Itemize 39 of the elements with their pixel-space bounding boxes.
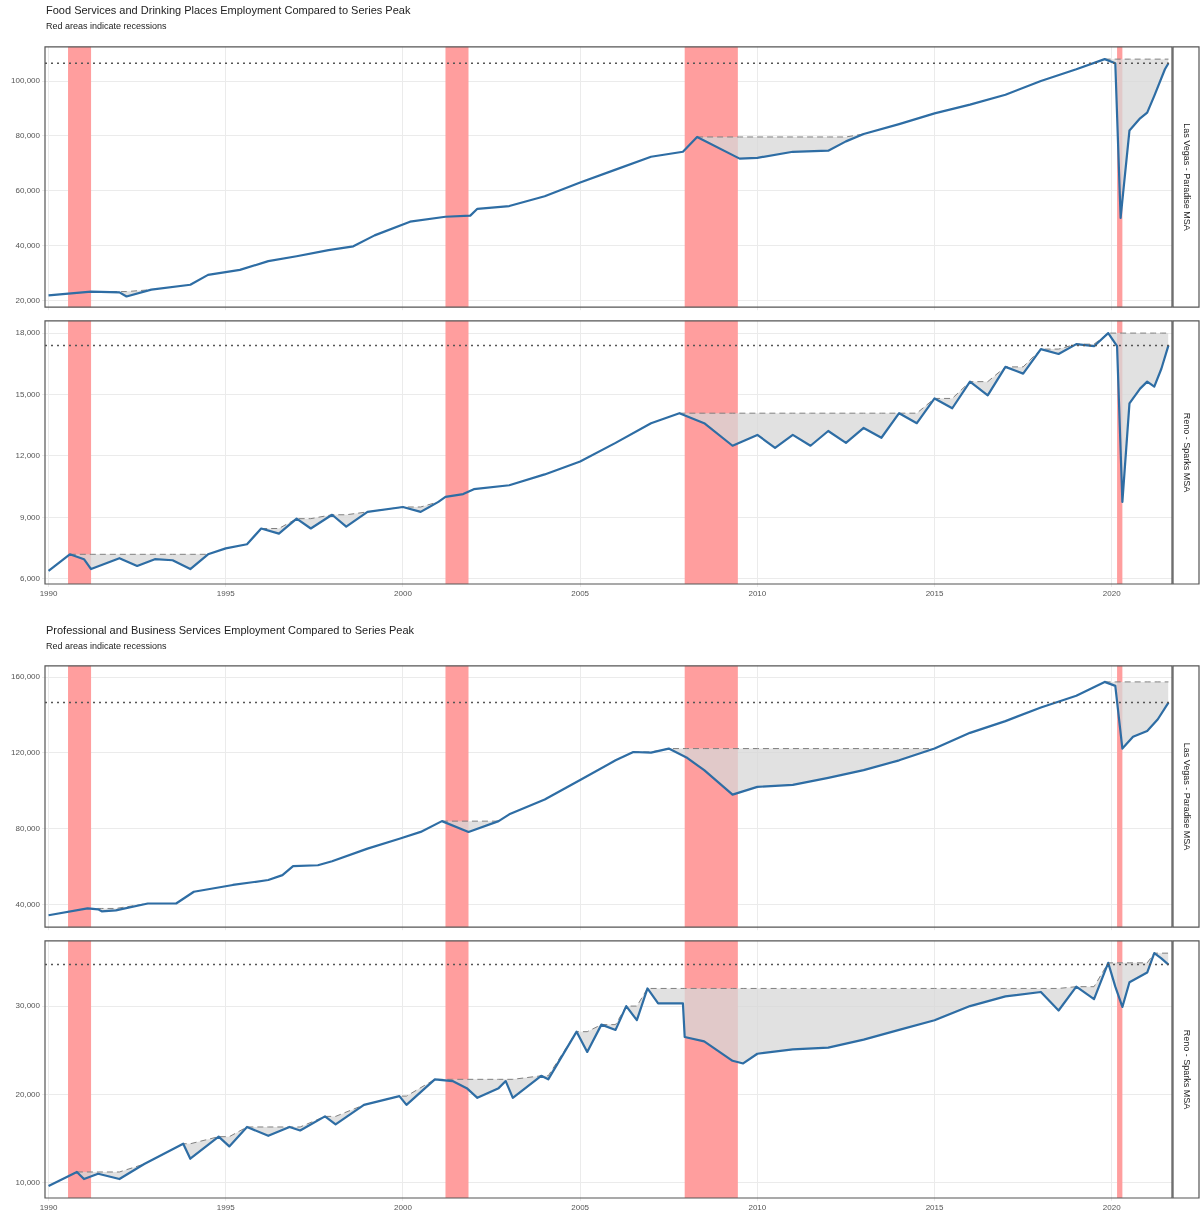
y2-axis-title: Las Vegas - Paradise MSA [1182, 123, 1193, 231]
y-tick-label: 15,000 [15, 389, 41, 399]
y-tick-label: 80,000 [15, 131, 41, 141]
x-tick-label: 2015 [925, 589, 944, 598]
x-tick-label: 2005 [571, 1203, 590, 1212]
x-tick-label: 2000 [394, 589, 413, 598]
chart-title: Food Services and Drinking Places Employment Compared to Series Peak [46, 4, 411, 16]
chart-title: Professional and Business Services Employment Compared to Series Peak [46, 624, 415, 636]
chart-subtitle: Red areas indicate recessions [46, 641, 167, 651]
x-tick-label: 2000 [394, 1203, 413, 1212]
x-tick-label: 2005 [571, 589, 590, 598]
x-tick-label: 2010 [748, 589, 767, 598]
y-tick-label: 160,000 [11, 672, 41, 682]
x-tick-label: 1990 [39, 1203, 58, 1212]
y-tick-label: 20,000 [15, 295, 41, 305]
y-tick-label: 40,000 [15, 240, 41, 250]
x-tick-label: 2010 [748, 1203, 767, 1212]
y-tick-label: 12,000 [15, 451, 41, 461]
y-tick-label: 100,000 [11, 76, 41, 86]
y-tick-label: 6,000 [19, 574, 41, 584]
y-tick-label: 60,000 [15, 185, 41, 195]
x-tick-label: 2020 [1102, 589, 1122, 598]
x-tick-label: 1990 [39, 589, 58, 598]
y2-axis-title: Reno - Sparks MSA [1182, 412, 1193, 493]
x-tick-label: 2015 [925, 1203, 944, 1212]
y-tick-label: 9,000 [19, 512, 41, 522]
y2-axis-title: Reno - Sparks MSA [1182, 1029, 1193, 1110]
y-tick-label: 18,000 [15, 328, 41, 338]
y-tick-label: 80,000 [15, 823, 41, 833]
x-tick-label: 2020 [1102, 1203, 1122, 1212]
y-tick-label: 30,000 [15, 1001, 41, 1011]
x-tick-label: 1995 [216, 589, 236, 598]
y-tick-label: 10,000 [15, 1177, 41, 1187]
chart-subtitle: Red areas indicate recessions [46, 21, 167, 31]
y-tick-label: 40,000 [15, 899, 41, 909]
y2-axis-title: Las Vegas - Paradise MSA [1182, 742, 1193, 851]
y-tick-label: 20,000 [15, 1089, 41, 1099]
x-tick-label: 1995 [216, 1203, 236, 1212]
y-tick-label: 120,000 [11, 748, 41, 758]
